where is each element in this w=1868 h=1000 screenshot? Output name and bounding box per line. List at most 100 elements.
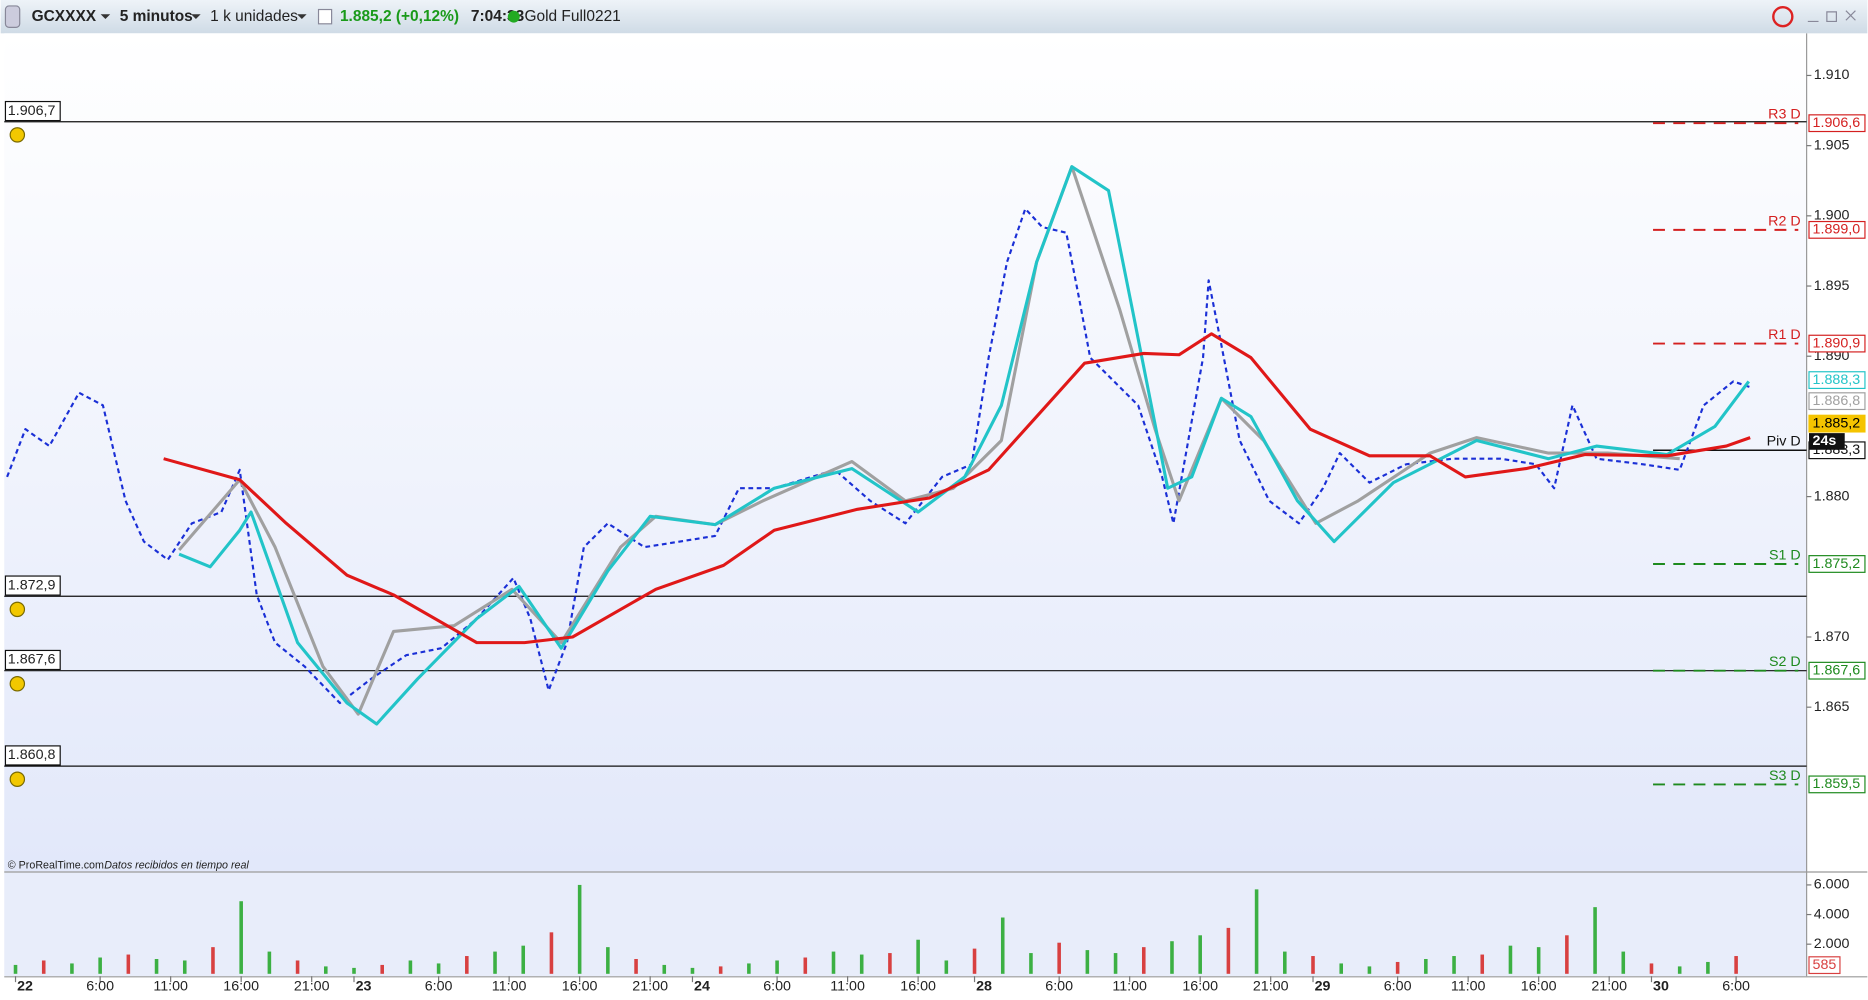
volume-bar — [126, 954, 131, 974]
level-axis-label: 1.867,6 — [1813, 662, 1861, 678]
info-button[interactable] — [317, 8, 333, 25]
level-axis-box — [1808, 114, 1866, 133]
volume-bar — [1565, 935, 1569, 974]
volume-bar — [718, 966, 723, 974]
timeframe[interactable]: 5 minutos — [120, 8, 193, 25]
x-tick-label: 16:00 — [1182, 979, 1218, 995]
volume-bar — [1452, 956, 1456, 974]
price-marker-label: 1.888,3 — [1813, 372, 1861, 388]
volume-bar — [1254, 889, 1259, 974]
volume-bar — [324, 966, 328, 974]
volume-bar — [13, 964, 18, 974]
volume-bar — [662, 964, 667, 974]
x-tick-label: 16:00 — [900, 979, 936, 995]
symbol[interactable]: GCXXXX — [32, 8, 97, 25]
menu-button[interactable] — [4, 5, 21, 28]
x-tick-label: 21:00 — [632, 979, 668, 995]
alert-box — [4, 745, 61, 766]
toolbar — [0, 0, 1868, 34]
volume-bar — [1339, 963, 1344, 974]
volume-bar — [154, 958, 159, 974]
x-tick-label: 11:00 — [830, 979, 865, 995]
volume-bar — [690, 967, 695, 974]
price-marker — [1808, 371, 1866, 390]
alert-box — [4, 100, 61, 122]
x-tick-label: 16:00 — [1521, 979, 1557, 995]
x-tick-label: 6:00 — [425, 979, 453, 995]
volume-bar — [606, 947, 610, 974]
data-note: Datos recibidos en tiempo real — [104, 859, 249, 871]
alert-label: 1.872,9 — [8, 577, 56, 593]
x-tick-label: 11:00 — [1451, 979, 1486, 995]
y-tick-label: 6.000 — [1814, 877, 1850, 893]
x-tick-label: 21:00 — [1591, 979, 1627, 995]
volume-bar — [1649, 963, 1654, 974]
volume-bar — [1057, 942, 1061, 974]
y-tick-label: 1.895 — [1814, 278, 1850, 294]
volume-bar — [775, 960, 779, 974]
level-axis-box — [1808, 555, 1866, 573]
volume-bar — [972, 948, 977, 974]
level-axis-label: 1.890,9 — [1813, 335, 1861, 351]
volume-bar — [70, 963, 74, 974]
alert-box — [4, 575, 61, 596]
volume-bar — [239, 901, 243, 974]
x-tick-label: 6:00 — [86, 979, 114, 995]
countdown-box — [1809, 433, 1845, 450]
status-dot — [507, 10, 520, 23]
alert-bell — [9, 771, 26, 787]
volume-bar — [1734, 956, 1738, 974]
x-tick-label: 21:00 — [1253, 979, 1289, 995]
volume-bar — [1677, 966, 1682, 974]
dropdown-arrow[interactable] — [191, 14, 201, 20]
dropdown-arrow[interactable] — [297, 14, 307, 20]
price-marker — [1808, 392, 1866, 411]
volume-bar — [747, 963, 751, 974]
volume-bar — [1367, 966, 1372, 974]
volume-bar — [634, 958, 638, 974]
sync-button[interactable] — [1772, 5, 1794, 28]
alert-bell — [9, 676, 26, 692]
price-line — [178, 165, 1750, 726]
level-name: S2 D — [1769, 654, 1801, 670]
volume-bar — [408, 960, 413, 974]
price-marker-label: 1.885,2 — [1813, 415, 1861, 431]
x-tick-label: 6:00 — [763, 979, 791, 995]
x-tick-label: 11:00 — [1112, 979, 1147, 995]
volume-bar — [465, 956, 469, 974]
volume-bar — [1226, 927, 1231, 974]
volume-bar — [916, 939, 920, 974]
volume-bar — [182, 960, 187, 974]
volume-marker-label: 585 — [1813, 957, 1837, 973]
volume-bar — [41, 960, 46, 974]
x-tick-label: 16:00 — [562, 979, 598, 995]
volume-bar — [1536, 947, 1541, 974]
x-tick-label: 6:00 — [1045, 979, 1073, 995]
volume-bar — [1029, 953, 1033, 974]
volume-bar — [1508, 945, 1513, 974]
y-tick-label: 1.870 — [1814, 629, 1850, 645]
level-name: S1 D — [1769, 547, 1801, 563]
volume-bar — [1141, 947, 1146, 974]
x-tick-label: 16:00 — [223, 979, 259, 995]
y-tick-label: 1.880 — [1814, 488, 1850, 504]
volume-bar — [1283, 951, 1287, 974]
volume-bar — [1311, 956, 1315, 974]
volume-bar — [1113, 953, 1118, 974]
price-marker-label: 1.886,8 — [1813, 393, 1861, 409]
countdown: 24s — [1813, 433, 1837, 449]
level-axis-box — [1808, 775, 1866, 794]
volume-bar — [1621, 951, 1626, 974]
units[interactable]: 1 k unidades — [210, 8, 298, 25]
y-tick-label: 1.865 — [1814, 699, 1850, 715]
window-controls[interactable] — [1807, 10, 1856, 23]
volume-bar — [1000, 917, 1005, 974]
volume-bar — [380, 964, 384, 974]
dropdown-arrow[interactable] — [100, 14, 111, 20]
y-tick-label: 4.000 — [1814, 906, 1850, 922]
volume-bar — [1480, 954, 1485, 974]
level-axis-label: 1.875,2 — [1813, 556, 1861, 572]
volume-bar — [98, 957, 102, 974]
volume-bar — [944, 960, 949, 974]
